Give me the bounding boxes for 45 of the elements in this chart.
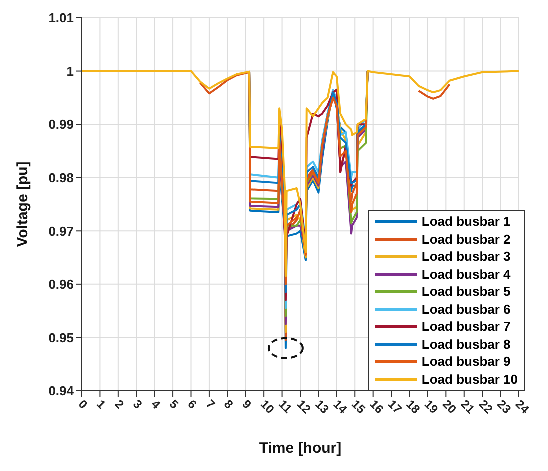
- x-tick-label: 14: [330, 397, 350, 417]
- x-tick-label: 20: [440, 397, 460, 417]
- x-axis-title: Time [hour]: [259, 440, 342, 457]
- x-tick-label: 8: [222, 397, 236, 412]
- y-tick-label: 0.97: [48, 224, 74, 239]
- y-axis-title: Voltage [pu]: [14, 162, 32, 248]
- legend-label: Load busbar 5: [422, 284, 511, 300]
- x-tick-label: 24: [512, 397, 532, 417]
- x-tick-label: 13: [312, 397, 332, 417]
- x-tick-label: 12: [294, 397, 314, 417]
- x-tick-label: 21: [458, 397, 478, 417]
- legend-label: Load busbar 3: [422, 249, 511, 264]
- x-tick-label: 7: [203, 397, 218, 412]
- x-tick-label: 18: [404, 397, 424, 417]
- legend-label: Load busbar 4: [422, 266, 511, 282]
- legend-label: Load busbar 7: [422, 319, 511, 334]
- legend-label: Load busbar 9: [422, 354, 511, 370]
- legend-label: Load busbar 10: [422, 372, 518, 387]
- x-tick-label: 0: [76, 397, 91, 412]
- x-tick-label: 2: [112, 397, 128, 412]
- y-tick-label: 0.96: [48, 277, 74, 292]
- x-tick-label: 16: [367, 397, 387, 417]
- legend-label: Load busbar 1: [422, 214, 511, 230]
- legend-label: Load busbar 8: [422, 336, 511, 352]
- y-tick-label: 0.95: [48, 330, 74, 346]
- legend-label: Load busbar 6: [422, 302, 511, 317]
- x-tick-label: 5: [166, 397, 182, 412]
- x-tick-label: 19: [422, 397, 442, 417]
- y-tick-label: 1.01: [48, 10, 74, 26]
- y-tick-label: 0.98: [48, 170, 74, 186]
- legend-label: Load busbar 2: [422, 232, 511, 247]
- x-tick-label: 1: [94, 397, 109, 412]
- y-tick-label: 0.94: [48, 384, 75, 399]
- x-tick-label: 4: [148, 397, 164, 412]
- y-tick-label: 1: [66, 64, 74, 79]
- x-tick-label: 10: [258, 397, 278, 417]
- x-tick-label: 23: [494, 397, 514, 417]
- x-tick-label: 11: [276, 397, 296, 416]
- x-tick-label: 6: [185, 397, 200, 412]
- x-tick-label: 17: [385, 397, 405, 417]
- y-tick-label: 0.99: [48, 117, 74, 132]
- x-tick-label: 9: [240, 397, 255, 412]
- x-tick-label: 22: [476, 397, 496, 417]
- x-tick-label: 3: [130, 397, 146, 412]
- x-tick-label: 15: [349, 397, 369, 417]
